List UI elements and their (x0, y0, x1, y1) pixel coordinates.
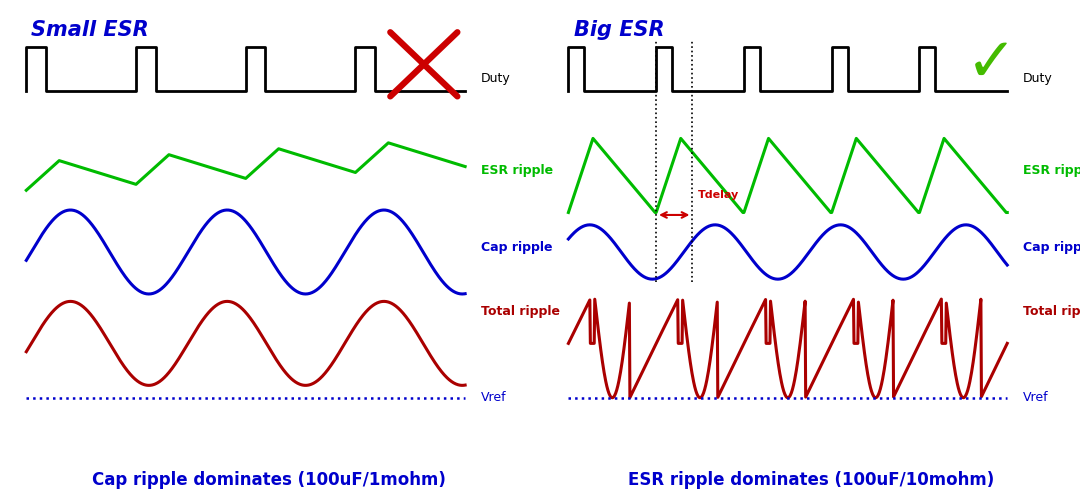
Text: Duty: Duty (1023, 72, 1053, 85)
Text: Total ripple: Total ripple (1023, 305, 1080, 318)
Text: Vref: Vref (1023, 391, 1049, 404)
Text: Cap ripple dominates (100uF/1mohm): Cap ripple dominates (100uF/1mohm) (92, 471, 446, 489)
Text: Tdelay: Tdelay (698, 190, 739, 200)
Text: ✓: ✓ (967, 35, 1017, 94)
Text: Total ripple: Total ripple (481, 305, 559, 318)
Text: Duty: Duty (481, 72, 511, 85)
Text: Cap ripple: Cap ripple (481, 240, 552, 254)
Text: Big ESR: Big ESR (573, 20, 664, 40)
Text: ESR ripple dominates (100uF/10mohm): ESR ripple dominates (100uF/10mohm) (627, 471, 995, 489)
Text: Small ESR: Small ESR (31, 20, 149, 40)
Text: ESR ripple: ESR ripple (481, 164, 553, 177)
Text: Vref: Vref (481, 391, 507, 404)
Text: Cap ripple: Cap ripple (1023, 240, 1080, 254)
Text: ESR ripple: ESR ripple (1023, 164, 1080, 177)
